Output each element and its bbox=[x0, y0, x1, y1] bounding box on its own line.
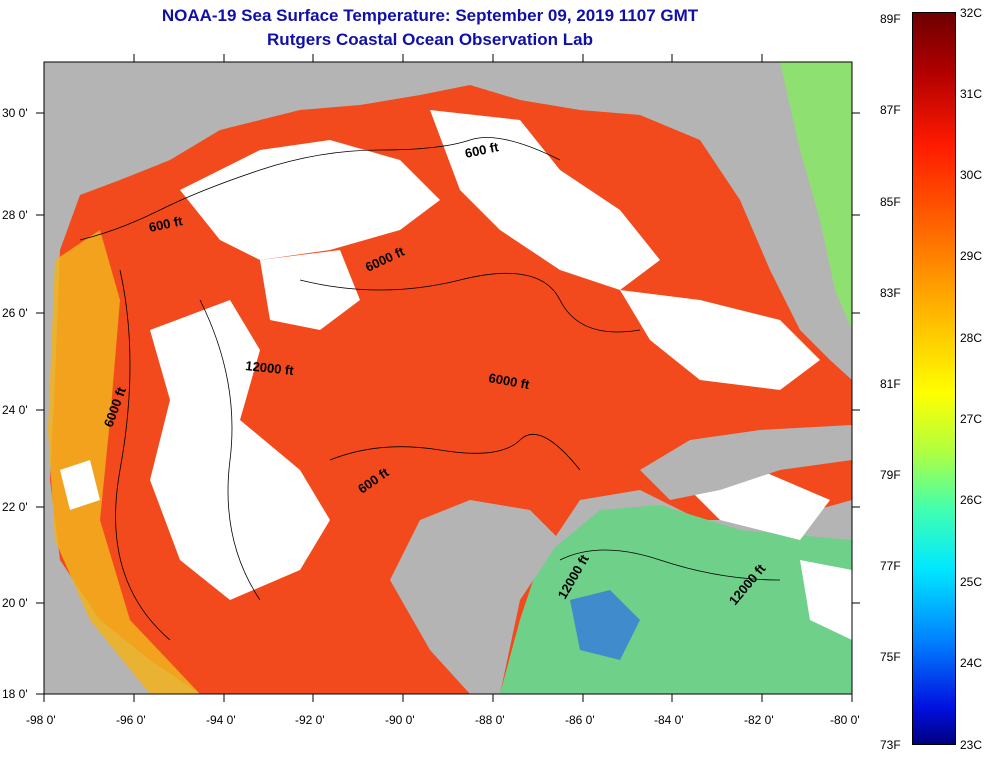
colorbar-c-label: 28C bbox=[960, 331, 983, 345]
contour-label: 600 ft bbox=[464, 139, 501, 161]
colorbar-c-label: 29C bbox=[960, 249, 983, 263]
colorbar-c-label: 31C bbox=[960, 87, 983, 101]
colorbar-f-label: 75F bbox=[880, 650, 901, 664]
colorbar-f-label: 89F bbox=[880, 12, 901, 26]
colorbar-f-label: 85F bbox=[880, 195, 901, 209]
title-line-1: NOAA-19 Sea Surface Temperature: Septemb… bbox=[161, 6, 699, 25]
colorbar-c-label: 32C bbox=[960, 6, 983, 20]
colorbar-f-label: 79F bbox=[880, 468, 901, 482]
lon-label: -88 0' bbox=[475, 713, 505, 727]
colorbar-c-label: 25C bbox=[960, 575, 983, 589]
colorbar-f-label: 81F bbox=[880, 377, 901, 391]
lon-label: -98 0' bbox=[26, 713, 56, 727]
cloud-mask bbox=[60, 110, 852, 640]
colorbar-c-label: 23C bbox=[960, 738, 983, 752]
florida-east-coast-water bbox=[780, 62, 852, 330]
contour-label: 12000 ft bbox=[245, 358, 295, 378]
lat-label: 24 0' bbox=[2, 403, 28, 417]
lon-label: -94 0' bbox=[206, 713, 236, 727]
lon-label: -92 0' bbox=[295, 713, 325, 727]
lon-ticks bbox=[43, 54, 853, 702]
colorbar-c-label: 30C bbox=[960, 168, 983, 182]
title-line-2: Rutgers Coastal Ocean Observation Lab bbox=[267, 30, 593, 49]
lat-label: 20 0' bbox=[2, 596, 28, 610]
lon-label: -84 0' bbox=[654, 713, 684, 727]
depth-contours bbox=[79, 137, 781, 641]
colorbar-f-label: 83F bbox=[880, 286, 901, 300]
colorbar bbox=[912, 12, 956, 745]
lon-label: -86 0' bbox=[565, 713, 595, 727]
lon-label: -90 0' bbox=[385, 713, 415, 727]
colorbar-c-label: 24C bbox=[960, 656, 983, 670]
lon-label: -96 0' bbox=[116, 713, 146, 727]
colorbar-f-label: 87F bbox=[880, 103, 901, 117]
colorbar-c-label: 27C bbox=[960, 412, 983, 426]
cuba-land bbox=[640, 425, 852, 500]
map-area bbox=[44, 62, 852, 694]
cool-patch bbox=[570, 590, 640, 660]
lat-ticks bbox=[36, 112, 860, 695]
lat-label: 26 0' bbox=[2, 306, 28, 320]
lon-label: -82 0' bbox=[744, 713, 774, 727]
contour-label: 600 ft bbox=[148, 213, 185, 235]
lon-label: -80 0' bbox=[830, 713, 860, 727]
lat-label: 18 0' bbox=[2, 687, 28, 701]
colorbar-f-label: 77F bbox=[880, 559, 901, 573]
lat-label: 30 0' bbox=[2, 106, 28, 120]
colorbar-c-label: 26C bbox=[960, 493, 983, 507]
lat-label: 22 0' bbox=[2, 500, 28, 514]
colorbar-f-label: 73F bbox=[880, 738, 901, 752]
contour-label: 6000 ft bbox=[487, 370, 531, 392]
yucatan-land bbox=[390, 500, 560, 694]
map-frame bbox=[43, 61, 853, 695]
lat-label: 28 0' bbox=[2, 208, 28, 222]
west-coastal-band bbox=[48, 230, 200, 694]
